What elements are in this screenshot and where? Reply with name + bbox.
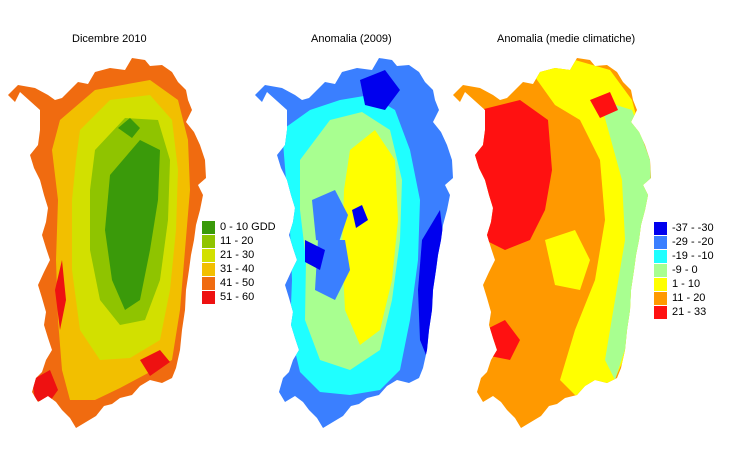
map-dicembre-2010 xyxy=(8,58,206,428)
legend-label: 21 - 30 xyxy=(220,249,255,261)
legend-swatch xyxy=(654,292,667,305)
legend-swatch xyxy=(654,250,667,263)
legend-swatch xyxy=(654,306,667,319)
legend-swatch xyxy=(202,235,215,248)
legend-label: 21 - 33 xyxy=(672,306,707,318)
legend-label: 11 - 20 xyxy=(672,292,706,304)
legend-swatch xyxy=(654,236,667,249)
legend-label: 41 - 50 xyxy=(220,277,255,289)
legend-label: -19 - -10 xyxy=(672,250,714,262)
map-anomalia-2009 xyxy=(255,58,453,428)
legend-label: 51 - 60 xyxy=(220,291,255,303)
legend-swatch xyxy=(654,264,667,277)
legend-swatch xyxy=(654,278,667,291)
legend-swatch xyxy=(202,277,215,290)
map-title-dicembre: Dicembre 2010 xyxy=(72,33,147,45)
map-title-anomalia-2009: Anomalia (2009) xyxy=(311,33,392,45)
legend-label: -37 - -30 xyxy=(672,222,714,234)
legend-label: 31 - 40 xyxy=(220,263,255,275)
legend-label: 1 - 10 xyxy=(672,278,701,290)
legend-swatch xyxy=(202,249,215,262)
map-title-anomalia-medie: Anomalia (medie climatiche) xyxy=(497,33,636,45)
legend-swatch xyxy=(654,222,667,235)
legend-label: 11 - 20 xyxy=(220,235,254,247)
legend-label: 0 - 10 GDD xyxy=(220,221,276,233)
legend-label: -9 - 0 xyxy=(672,264,698,276)
legend-swatch xyxy=(202,263,215,276)
legend-swatch xyxy=(202,221,215,234)
legend-label: -29 - -20 xyxy=(672,236,714,248)
legend-swatch xyxy=(202,291,215,304)
map-anomalia-medie-climatiche xyxy=(453,58,651,428)
